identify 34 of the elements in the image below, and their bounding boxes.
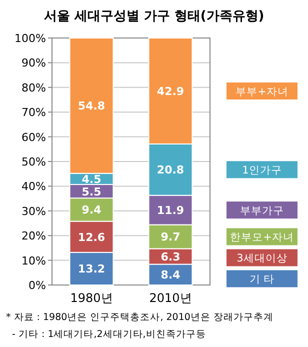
data-label: 12.6 bbox=[78, 230, 106, 244]
y-tick-label: 90% bbox=[22, 56, 46, 70]
text: 부부+자녀 bbox=[236, 86, 288, 98]
data-label: 20.8 bbox=[156, 164, 184, 177]
data-label: 5.5 bbox=[82, 185, 102, 198]
text: 기 타 bbox=[249, 274, 275, 286]
y-tick-label: 30% bbox=[22, 204, 46, 218]
x-tick-label: 1980년 bbox=[70, 291, 113, 305]
data-label: 8.4 bbox=[160, 268, 181, 282]
y-tick-label: 10% bbox=[22, 254, 46, 268]
data-label: 9.4 bbox=[82, 204, 102, 217]
y-tick-label: 60% bbox=[22, 130, 46, 144]
data-label: 13.2 bbox=[78, 262, 106, 276]
text: * 자료 : 1980년은 인구주택총조사, 2010년은 장래가구추계 bbox=[6, 312, 274, 323]
chart-title: 서울 세대구성별 가구 형태(가족유형) bbox=[44, 9, 264, 24]
data-label: 54.8 bbox=[78, 100, 106, 113]
y-tick-label: 100% bbox=[14, 32, 46, 45]
data-label: 9.7 bbox=[160, 230, 180, 244]
y-tick-label: 80% bbox=[22, 81, 46, 94]
text: 1인가구 bbox=[242, 164, 282, 177]
data-label: 42.9 bbox=[156, 84, 184, 98]
text: 부부가구 bbox=[240, 205, 284, 218]
data-label: 6.3 bbox=[160, 250, 180, 264]
y-tick-label: 70% bbox=[22, 106, 46, 120]
y-tick-label: 20% bbox=[22, 230, 46, 243]
y-tick-label: 40% bbox=[22, 180, 46, 194]
text: 한부모+자녀 bbox=[230, 232, 294, 244]
data-label: 11.9 bbox=[156, 204, 184, 218]
x-tick-label: 2010년 bbox=[149, 291, 192, 305]
y-tick-label: 0% bbox=[28, 279, 46, 292]
data-label: 4.5 bbox=[82, 172, 102, 186]
y-tick-label: 50% bbox=[22, 156, 46, 168]
text: - 기타 : 1세대기타,2세대기타,비친족가구등 bbox=[12, 329, 206, 340]
text: 3세대이상 bbox=[236, 252, 288, 265]
